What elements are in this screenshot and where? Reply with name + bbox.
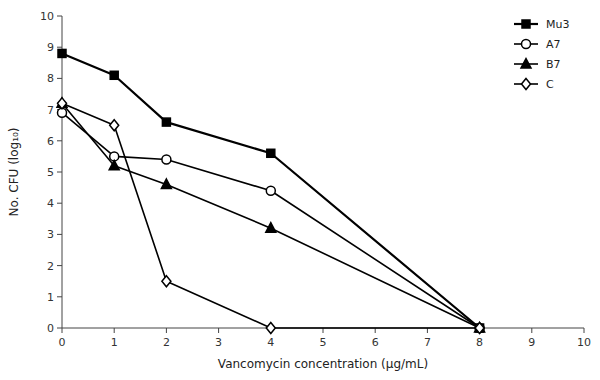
x-tick — [62, 328, 63, 333]
y-tick-label: 5 — [47, 166, 54, 179]
point-marker — [475, 324, 484, 333]
point-marker — [109, 160, 119, 170]
legend-marker — [522, 20, 530, 28]
x-tick — [218, 328, 219, 333]
point-marker — [162, 155, 171, 164]
y-tick — [57, 78, 62, 79]
y-axis-label: No. CFU (log₁₀) — [7, 128, 21, 217]
x-tick-label: 9 — [528, 336, 535, 349]
x-tick — [166, 328, 167, 333]
point-marker — [161, 179, 171, 189]
x-tick-label: 0 — [59, 336, 66, 349]
legend-label: A7 — [546, 38, 561, 51]
x-tick-label: 1 — [111, 336, 118, 349]
y-tick-label: 7 — [47, 104, 54, 117]
legend-marker — [522, 40, 531, 49]
legend-label: B7 — [546, 58, 561, 71]
point-marker — [266, 323, 275, 334]
y-tick-label: 1 — [47, 291, 54, 304]
y-tick-label: 3 — [47, 228, 54, 241]
y-tick-label: 2 — [47, 260, 54, 273]
point-marker — [266, 223, 276, 233]
y-tick — [57, 203, 62, 204]
series-line — [62, 113, 480, 328]
x-tick-label: 2 — [163, 336, 170, 349]
x-tick-label: 3 — [215, 336, 222, 349]
y-tick — [57, 47, 62, 48]
y-tick — [57, 140, 62, 141]
y-tick-label: 10 — [40, 10, 54, 23]
y-tick-label: 6 — [47, 135, 54, 148]
chart: 0 1 2 3 4 5 6 7 8 9 10 0 1 2 3 4 5 6 7 8 9 10 Vancomycin conce… — [0, 0, 600, 380]
point-marker — [58, 98, 67, 109]
x-tick — [531, 328, 532, 333]
x-tick-label: 5 — [320, 336, 327, 349]
x-tick-label: 4 — [267, 336, 274, 349]
x-tick-label: 7 — [424, 336, 431, 349]
point-marker — [162, 276, 171, 287]
point-marker — [110, 71, 118, 79]
y-tick-label: 0 — [47, 322, 54, 335]
legend-marker — [522, 79, 531, 90]
x-tick — [114, 328, 115, 333]
point-marker — [110, 120, 119, 131]
series-line — [62, 53, 480, 328]
y-tick — [57, 265, 62, 266]
y-tick-label: 8 — [47, 72, 54, 85]
x-tick-label: 8 — [476, 336, 483, 349]
plot-area — [57, 49, 485, 333]
legend-marker — [521, 59, 531, 69]
y-tick — [57, 296, 62, 297]
x-tick-label: 6 — [372, 336, 379, 349]
y-tick — [57, 172, 62, 173]
point-marker — [266, 186, 275, 195]
legend-label: Mu3 — [546, 18, 569, 31]
legend-label: C — [546, 78, 554, 91]
series-line — [62, 103, 480, 328]
y-tick — [57, 16, 62, 17]
x-tick — [584, 328, 585, 333]
y-tick-label: 9 — [47, 41, 54, 54]
x-axis-label: Vancomycin concentration (μg/mL) — [218, 357, 428, 371]
point-marker — [475, 323, 484, 334]
x-tick-label: 10 — [577, 336, 591, 349]
point-marker — [58, 49, 66, 57]
y-tick — [57, 328, 62, 329]
legend: Mu3 A7 B7 C — [514, 18, 569, 91]
point-marker — [162, 118, 170, 126]
y-tick — [57, 234, 62, 235]
point-marker — [267, 149, 275, 157]
y-tick-label: 4 — [47, 197, 54, 210]
series-line — [62, 103, 480, 328]
